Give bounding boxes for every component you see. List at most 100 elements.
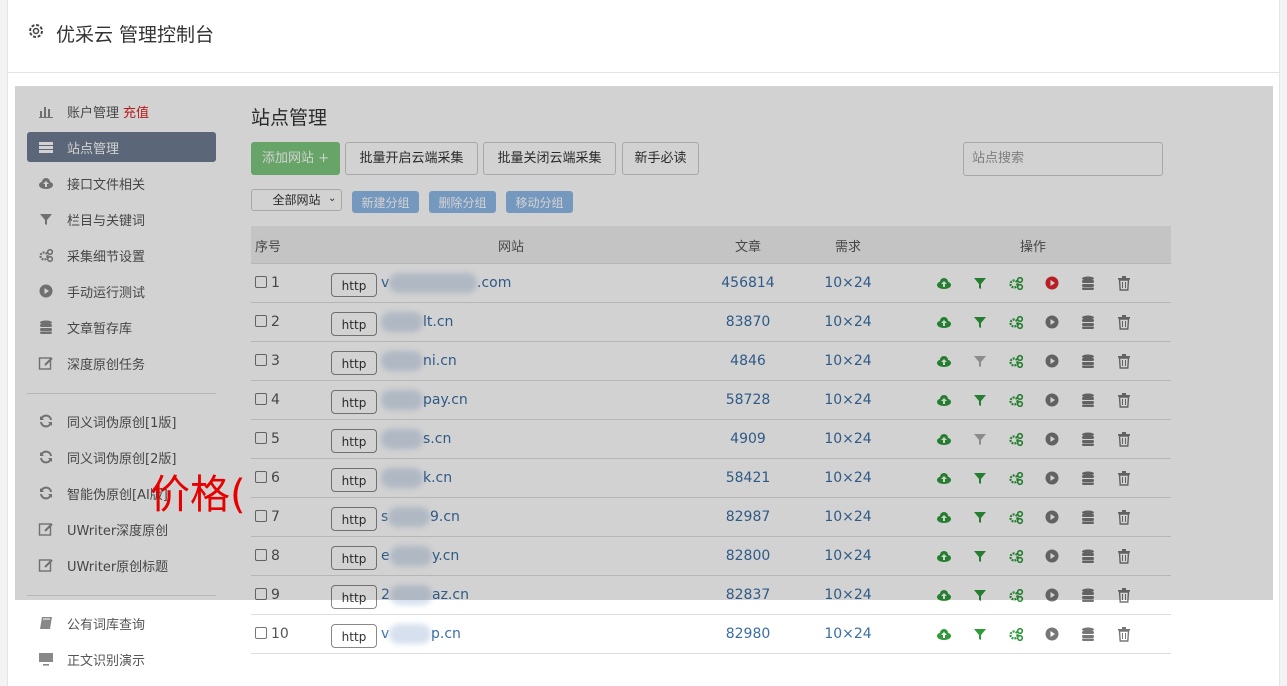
- checkbox[interactable]: [255, 627, 267, 639]
- sidebar-item[interactable]: 公有词库查询: [67, 617, 146, 633]
- group-button[interactable]: 移动分组: [506, 191, 573, 213]
- demand[interactable]: 10×24: [824, 509, 872, 525]
- icon-db[interactable]: [1080, 548, 1096, 564]
- icon-trash[interactable]: [1116, 431, 1132, 447]
- articles[interactable]: 83870: [725, 314, 771, 330]
- icon-db[interactable]: [1080, 353, 1096, 369]
- demand[interactable]: 10×24: [824, 431, 872, 447]
- icon-filter[interactable]: [972, 431, 988, 447]
- protocol-button[interactable]: http: [331, 429, 377, 453]
- icon-cloud[interactable]: [936, 431, 952, 447]
- demand[interactable]: 10×24: [824, 626, 872, 642]
- icon-cloud[interactable]: [936, 470, 952, 486]
- icon-trash[interactable]: [1116, 392, 1132, 408]
- group-select[interactable]: 全部网站: [251, 189, 342, 211]
- icon-gears[interactable]: [1008, 314, 1024, 330]
- icon-filter[interactable]: [972, 470, 988, 486]
- icon-play[interactable]: [1044, 548, 1060, 564]
- protocol-button[interactable]: http: [331, 312, 377, 336]
- icon-filter[interactable]: [972, 509, 988, 525]
- sidebar-item[interactable]: 同义词伪原创[1版]: [67, 415, 177, 431]
- protocol-button[interactable]: http: [331, 351, 377, 375]
- icon-db[interactable]: [1080, 587, 1096, 603]
- icon-gears[interactable]: [1008, 587, 1024, 603]
- toolbar-button[interactable]: 添加网站 +: [251, 142, 340, 175]
- sidebar-item[interactable]: UWriter深度原创: [67, 523, 169, 539]
- icon-play[interactable]: [1044, 626, 1060, 642]
- icon-filter[interactable]: [972, 353, 988, 369]
- sidebar-item[interactable]: 接口文件相关: [67, 177, 146, 193]
- icon-gears[interactable]: [1008, 392, 1024, 408]
- articles[interactable]: 4846: [730, 353, 766, 369]
- demand[interactable]: 10×24: [824, 314, 872, 330]
- site-start[interactable]: 2: [381, 587, 390, 603]
- sidebar-item[interactable]: 深度原创任务: [67, 357, 146, 373]
- protocol-button[interactable]: http: [331, 546, 377, 570]
- checkbox[interactable]: [255, 432, 267, 444]
- protocol-button[interactable]: http: [331, 468, 377, 492]
- sidebar-item[interactable]: 智能伪原创[AI版]: [67, 487, 168, 503]
- articles[interactable]: 456814: [721, 275, 775, 291]
- icon-cloud[interactable]: [936, 314, 952, 330]
- icon-cloud[interactable]: [936, 509, 952, 525]
- icon-trash[interactable]: [1116, 353, 1132, 369]
- site-end[interactable]: s.cn: [423, 431, 452, 447]
- checkbox[interactable]: [255, 510, 267, 522]
- sidebar-item[interactable]: 手动运行测试: [67, 285, 146, 301]
- site-end[interactable]: ni.cn: [423, 353, 457, 369]
- icon-trash[interactable]: [1116, 626, 1132, 642]
- icon-trash[interactable]: [1116, 314, 1132, 330]
- checkbox[interactable]: [255, 588, 267, 600]
- icon-db[interactable]: [1080, 626, 1096, 642]
- sidebar-item[interactable]: 栏目与关键词: [67, 213, 146, 229]
- icon-play[interactable]: [1044, 509, 1060, 525]
- checkbox[interactable]: [255, 276, 267, 288]
- icon-db[interactable]: [1080, 275, 1096, 291]
- icon-filter[interactable]: [972, 275, 988, 291]
- sidebar-item[interactable]: 采集细节设置: [67, 249, 146, 265]
- icon-filter[interactable]: [972, 392, 988, 408]
- search-input[interactable]: 站点搜索: [963, 142, 1163, 176]
- icon-play[interactable]: [1044, 275, 1060, 291]
- icon-play[interactable]: [1044, 470, 1060, 486]
- protocol-button[interactable]: http: [331, 624, 377, 648]
- icon-trash[interactable]: [1116, 548, 1132, 564]
- icon-gears[interactable]: [1008, 431, 1024, 447]
- toolbar-button[interactable]: 批量关闭云端采集: [483, 142, 616, 175]
- protocol-button[interactable]: http: [331, 585, 377, 609]
- sidebar-badge[interactable]: 充值: [123, 105, 150, 121]
- icon-trash[interactable]: [1116, 275, 1132, 291]
- group-button[interactable]: 删除分组: [429, 191, 496, 213]
- icon-cloud[interactable]: [936, 626, 952, 642]
- demand[interactable]: 10×24: [824, 587, 872, 603]
- icon-cloud[interactable]: [936, 353, 952, 369]
- site-start[interactable]: v: [381, 275, 390, 291]
- icon-gears[interactable]: [1008, 548, 1024, 564]
- checkbox[interactable]: [255, 315, 267, 327]
- articles[interactable]: 82980: [725, 626, 771, 642]
- icon-play[interactable]: [1044, 431, 1060, 447]
- icon-db[interactable]: [1080, 509, 1096, 525]
- site-start[interactable]: e: [381, 548, 390, 564]
- articles[interactable]: 58421: [725, 470, 771, 486]
- group-button[interactable]: 新建分组: [352, 191, 419, 213]
- sidebar-item[interactable]: UWriter原创标题: [67, 559, 169, 575]
- sidebar-item[interactable]: 文章暂存库: [67, 321, 133, 337]
- icon-cloud[interactable]: [936, 275, 952, 291]
- toolbar-button[interactable]: 新手必读: [622, 142, 699, 175]
- icon-play[interactable]: [1044, 314, 1060, 330]
- site-end[interactable]: y.cn: [432, 548, 460, 564]
- site-start[interactable]: s: [381, 509, 389, 525]
- icon-db[interactable]: [1080, 314, 1096, 330]
- demand[interactable]: 10×24: [824, 548, 872, 564]
- icon-gears[interactable]: [1008, 626, 1024, 642]
- articles[interactable]: 58728: [725, 392, 771, 408]
- icon-play[interactable]: [1044, 392, 1060, 408]
- icon-gears[interactable]: [1008, 275, 1024, 291]
- icon-play[interactable]: [1044, 587, 1060, 603]
- checkbox[interactable]: [255, 549, 267, 561]
- articles[interactable]: 82800: [725, 548, 771, 564]
- icon-gears[interactable]: [1008, 470, 1024, 486]
- icon-filter[interactable]: [972, 314, 988, 330]
- demand[interactable]: 10×24: [824, 353, 872, 369]
